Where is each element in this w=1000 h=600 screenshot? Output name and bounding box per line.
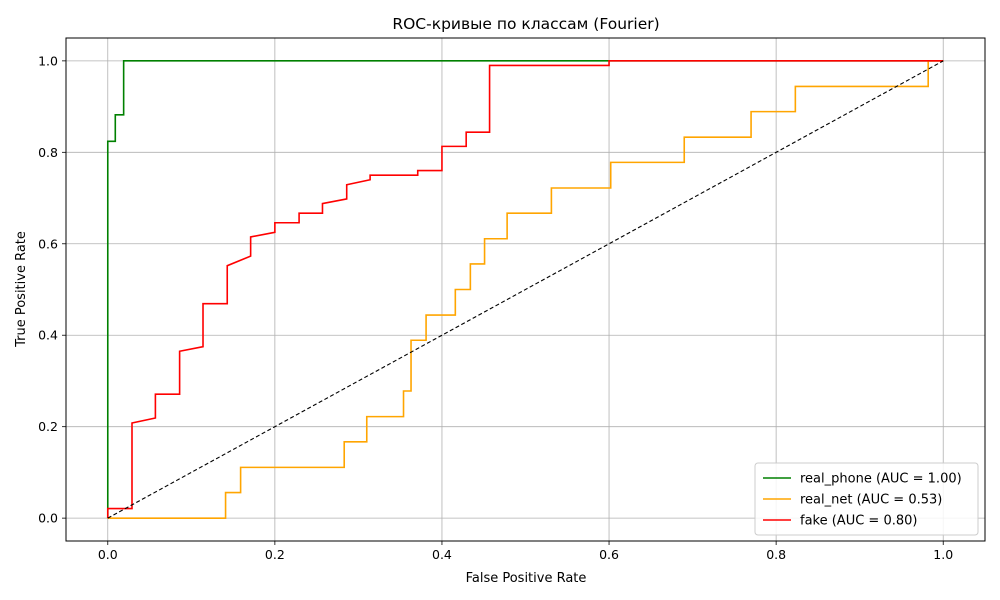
y-axis-label: True Positive Rate [14, 231, 29, 348]
x-tick-label: 0.2 [265, 547, 285, 562]
roc-line-series-1 [107, 60, 944, 519]
x-tick-label: 0.4 [432, 547, 452, 562]
series-layer [106, 60, 944, 519]
x-tick-label: 1.0 [933, 547, 953, 562]
ticks: 0.0 0.2 0.4 0.6 0.8 1.0 0.0 0.2 0.4 0.6 0.8 1.0 [38, 53, 953, 562]
legend: real_phone (AUC = 1.00) real_net (AUC = 0… [754, 462, 979, 536]
x-tick-label: 0.0 [98, 547, 118, 562]
x-axis-label: False Positive Rate [466, 571, 587, 586]
y-tick-label: 0.8 [38, 145, 58, 160]
x-tick-label: 0.6 [599, 547, 619, 562]
roc-line-series-0 [106, 60, 944, 519]
y-tick-label: 0.2 [38, 419, 58, 434]
legend-entry-label: fake (AUC = 0.80) [800, 514, 917, 529]
chart-title: ROC-кривые по классам (Fourier) [392, 15, 659, 33]
legend-entry-label: real_net (AUC = 0.53) [800, 493, 942, 508]
y-tick-label: 0.4 [38, 328, 58, 343]
axes-frame [65, 37, 986, 542]
y-tick-label: 1.0 [38, 53, 58, 68]
x-tick-label: 0.8 [766, 547, 786, 562]
y-tick-label: 0.6 [38, 236, 58, 251]
legend-box [754, 462, 979, 536]
legend-entry-label: real_phone (AUC = 1.00) [800, 472, 962, 487]
chance-diagonal-line [107, 60, 944, 519]
y-tick-label: 0.0 [38, 511, 58, 526]
roc-line-series-2 [106, 60, 944, 519]
